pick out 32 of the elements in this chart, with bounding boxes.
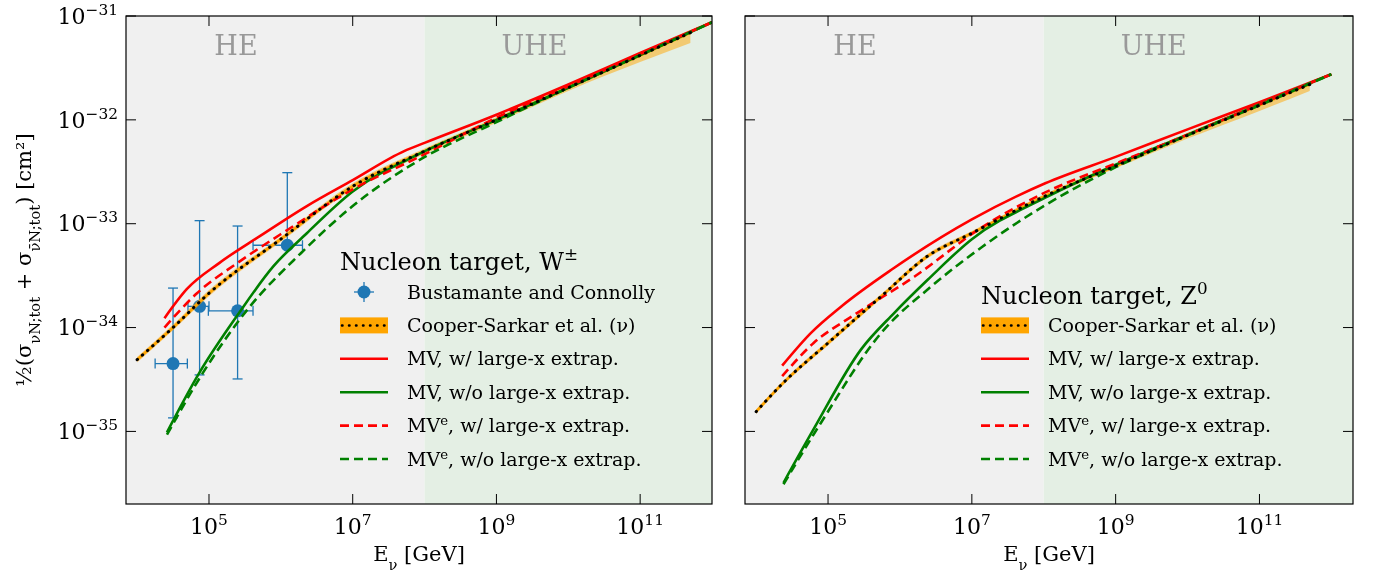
legend-label: Cooper-Sarkar et al. (ν) — [1048, 314, 1277, 337]
x-tick-label: 10$^{5}$ — [809, 510, 847, 539]
legend-label: MV, w/ large-x extrap. — [407, 347, 619, 370]
legend-title: Nucleon target, Z$^{0}$ — [981, 277, 1208, 310]
band-label: UHE — [1120, 30, 1187, 62]
legend-label: MV$^{e}$, w/ large-x extrap. — [1048, 412, 1272, 437]
y-tick-label: 10$^{−35}$ — [57, 416, 118, 445]
legend-label: MV$^{e}$, w/ large-x extrap. — [407, 412, 631, 437]
band-label: UHE — [501, 30, 568, 62]
legend-label: MV$^{e}$, w/o large-x extrap. — [407, 446, 642, 470]
x-axis-title: E$_{ν}$ [GeV] — [373, 542, 465, 573]
y-tick-label: 10$^{−33}$ — [57, 208, 118, 237]
x-tick-label: 10$^{9}$ — [477, 510, 516, 539]
legend-label: MV, w/ large-x extrap. — [1048, 347, 1260, 370]
x-tick-label: 10$^{7}$ — [952, 510, 991, 539]
legend-label: Bustamante and Connolly — [407, 280, 656, 303]
legend-label: MV, w/o large-x extrap. — [1048, 380, 1272, 403]
x-tick-label: 10$^{9}$ — [1096, 510, 1135, 539]
legend-label: MV$^{e}$, w/o large-x extrap. — [1048, 446, 1283, 470]
y-tick-label: 10$^{−34}$ — [57, 312, 119, 341]
y-tick-label: 10$^{−32}$ — [57, 104, 118, 133]
x-tick-label: 10$^{11}$ — [1235, 510, 1284, 539]
band-label: HE — [833, 30, 877, 62]
legend-label: MV, w/o large-x extrap. — [407, 380, 631, 403]
band-label: HE — [214, 30, 258, 62]
x-tick-label: 10$^{11}$ — [616, 510, 664, 539]
x-tick-label: 10$^{7}$ — [333, 510, 372, 539]
x-tick-label: 10$^{5}$ — [190, 510, 228, 539]
legend-label: Cooper-Sarkar et al. (ν) — [407, 314, 636, 337]
x-axis-title: E$_{ν}$ [GeV] — [1003, 542, 1095, 573]
y-tick-label: 10$^{−31}$ — [57, 0, 118, 29]
legend-title: Nucleon target, W$^{±}$ — [340, 244, 578, 277]
